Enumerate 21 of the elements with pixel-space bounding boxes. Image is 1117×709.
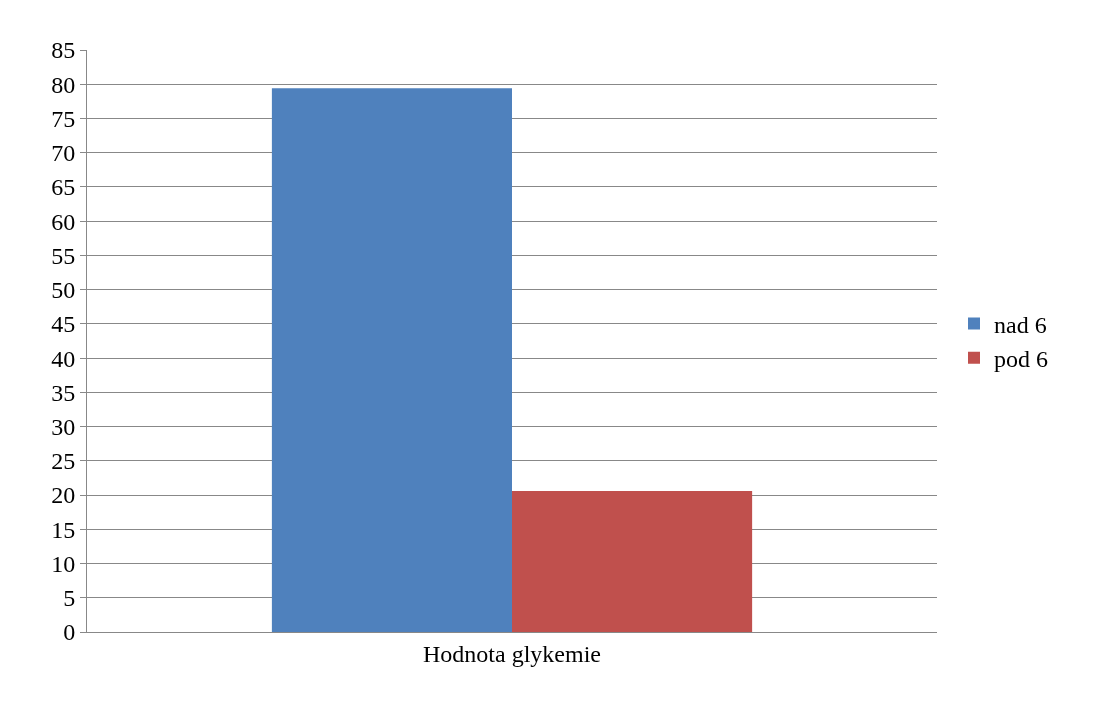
- y-tick-label: 80: [51, 71, 76, 98]
- y-tick-label: 70: [51, 140, 76, 167]
- x-tick-label: Hodnota glykemie: [423, 640, 601, 667]
- y-tick-label: 40: [51, 345, 76, 372]
- y-tick-label: 35: [51, 379, 76, 406]
- legend-label: pod 6: [994, 346, 1048, 373]
- y-tick-label: 25: [51, 448, 76, 475]
- y-tick-label: 30: [51, 413, 76, 440]
- y-tick-label: 5: [63, 585, 76, 612]
- y-tick-label: 15: [51, 516, 76, 543]
- y-tick-label: 20: [51, 482, 76, 509]
- y-tick-label: 65: [51, 174, 76, 201]
- y-tick-label: 75: [51, 105, 76, 132]
- y-tick-label: 10: [51, 550, 76, 577]
- y-tick-label: 0: [63, 619, 76, 646]
- y-tick-label: 45: [51, 311, 76, 338]
- y-tick-label: 85: [51, 37, 76, 64]
- y-tick-label: 50: [51, 277, 76, 304]
- y-tick-label: 55: [51, 242, 76, 269]
- y-tick-label: 60: [51, 208, 76, 235]
- legend-label: nad 6: [994, 311, 1047, 338]
